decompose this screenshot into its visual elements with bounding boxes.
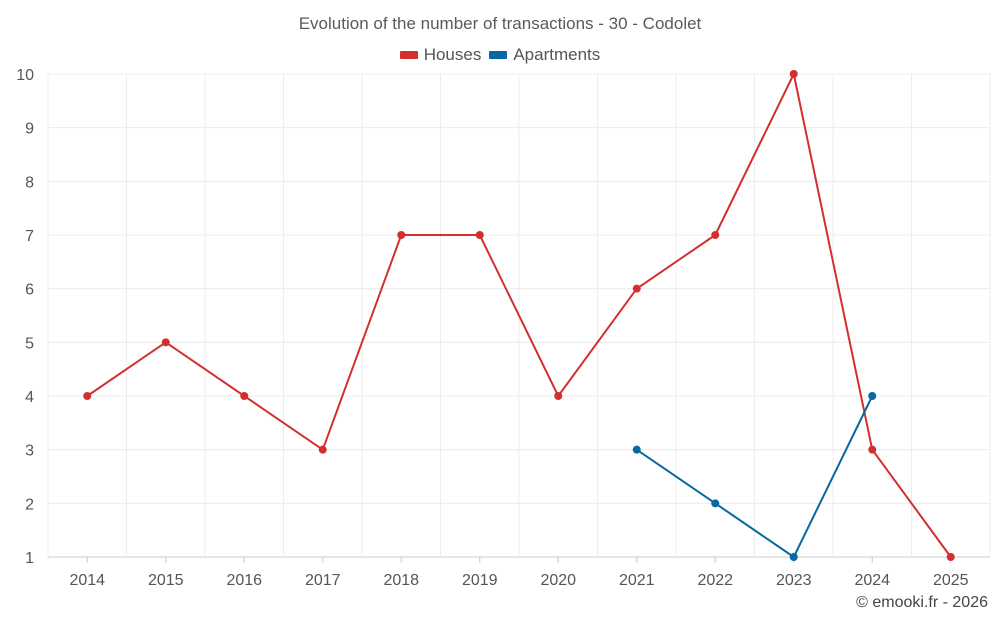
x-tick-label-2021: 2021	[619, 572, 655, 589]
data-point-apartments-2024	[868, 392, 877, 400]
legend-swatch-apartments	[489, 51, 508, 59]
data-point-houses-2014	[83, 392, 92, 400]
data-point-houses-2024	[868, 445, 877, 454]
legend-label-houses: Houses	[423, 45, 482, 64]
data-point-houses-2016	[240, 392, 249, 400]
y-tick-label-2: 2	[25, 496, 34, 513]
data-point-apartments-2021	[632, 445, 641, 454]
y-tick-label-3: 3	[25, 443, 34, 460]
data-point-houses-2021	[632, 284, 641, 293]
legend-item-houses[interactable]: Houses	[399, 45, 482, 65]
data-point-houses-2025	[946, 553, 955, 561]
chart-legend: Houses Apartments	[0, 45, 1000, 65]
x-tick-label-2022: 2022	[697, 572, 733, 589]
x-tick-label-2020: 2020	[540, 572, 576, 589]
legend-label-apartments: Apartments	[513, 45, 601, 64]
chart-title: Evolution of the number of transactions …	[298, 14, 702, 33]
data-point-houses-2020	[554, 392, 563, 400]
legend-swatch-houses	[399, 51, 418, 59]
y-tick-label-6: 6	[25, 282, 34, 299]
series-line-apartments	[636, 395, 874, 558]
y-tick-label-1: 1	[25, 550, 34, 567]
x-tick-label-2023: 2023	[776, 572, 812, 589]
data-point-houses-2015	[161, 338, 170, 347]
x-tick-label-2024: 2024	[854, 572, 890, 589]
data-point-houses-2019	[475, 231, 484, 239]
data-point-houses-2017	[318, 445, 327, 454]
x-tick-label-2018: 2018	[383, 572, 419, 589]
y-tick-label-7: 7	[25, 228, 34, 245]
x-tick-label-2019: 2019	[462, 572, 498, 589]
data-point-houses-2023	[789, 70, 798, 78]
y-tick-label-9: 9	[25, 121, 34, 138]
y-tick-label-8: 8	[25, 174, 34, 191]
x-tick-label-2016: 2016	[226, 572, 262, 589]
x-tick-label-2017: 2017	[305, 572, 341, 589]
y-tick-label-10: 10	[16, 67, 34, 84]
series-line-houses	[86, 73, 952, 558]
data-point-houses-2018	[397, 231, 406, 239]
legend-item-apartments[interactable]: Apartments	[489, 45, 600, 65]
data-point-apartments-2023	[789, 553, 798, 561]
data-point-houses-2022	[711, 231, 720, 239]
x-tick-label-2014: 2014	[69, 572, 105, 589]
data-point-apartments-2022	[711, 499, 720, 508]
credit-text: © emooki.fr - 2026	[856, 594, 988, 611]
y-tick-label-5: 5	[25, 335, 34, 352]
x-tick-label-2015: 2015	[148, 572, 184, 589]
x-tick-label-2025: 2025	[933, 572, 969, 589]
y-tick-label-4: 4	[25, 389, 34, 406]
